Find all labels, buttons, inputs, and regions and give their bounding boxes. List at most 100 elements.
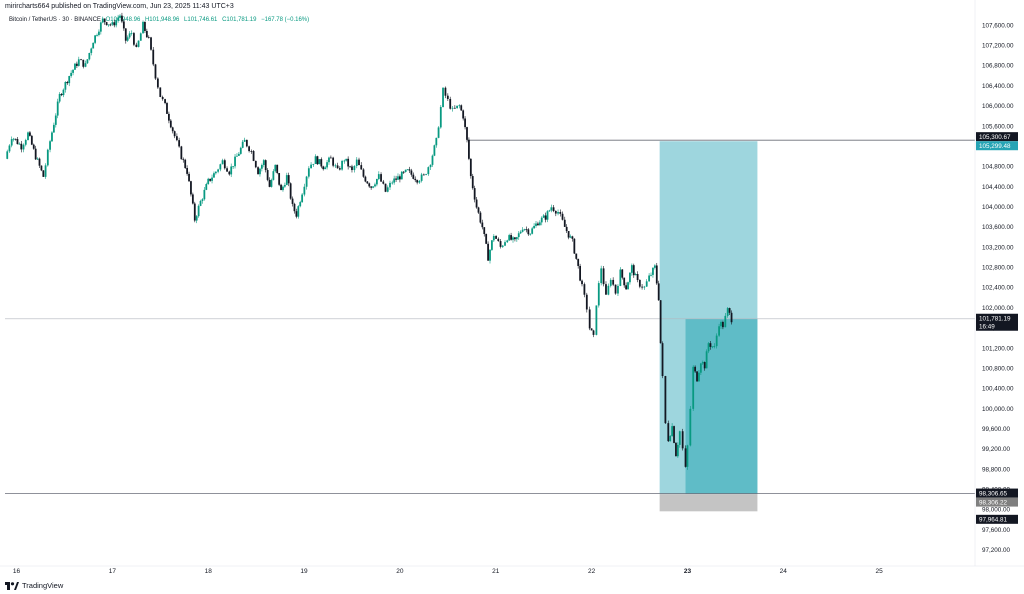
- candle-body: [74, 63, 76, 70]
- candle-body: [458, 105, 461, 107]
- candle-body: [58, 94, 61, 102]
- time-tick-label: 22: [588, 568, 596, 575]
- candle-body: [88, 52, 91, 60]
- candle-body: [82, 59, 85, 67]
- candle-body: [554, 211, 557, 214]
- candle-body: [334, 165, 337, 167]
- candle-body: [477, 207, 480, 213]
- candle-body: [481, 222, 484, 228]
- candle-body: [544, 215, 547, 220]
- candle-body: [343, 160, 346, 162]
- candle-body: [156, 78, 159, 88]
- candle-body: [169, 120, 172, 128]
- candle-body: [416, 180, 419, 183]
- candle-body: [655, 265, 658, 284]
- candle-body: [696, 371, 698, 382]
- candle-body: [650, 274, 652, 276]
- candle-body: [285, 175, 288, 185]
- candle-body: [130, 33, 133, 34]
- candle-body: [561, 213, 564, 220]
- candle-body: [575, 253, 578, 259]
- candle-body: [384, 183, 387, 192]
- candle-body: [184, 159, 187, 169]
- candle-body: [661, 343, 664, 377]
- footer-brand[interactable]: TradingView: [5, 581, 63, 590]
- candle-body: [226, 168, 228, 172]
- candle-body: [585, 294, 588, 310]
- candle-body: [94, 35, 96, 43]
- time-tick-label: 18: [205, 568, 213, 575]
- candle-body: [652, 267, 654, 275]
- candle-body: [527, 229, 530, 235]
- candle-body: [197, 205, 200, 217]
- candle-body: [293, 203, 296, 212]
- candle-body: [52, 124, 55, 133]
- candle-body: [145, 30, 148, 38]
- candle-body: [681, 431, 684, 449]
- candle-body: [62, 89, 65, 96]
- candle-body: [602, 268, 605, 285]
- price-tick-label: 102,000.00: [982, 305, 1014, 312]
- candle-body: [479, 212, 482, 223]
- candle-body: [92, 42, 95, 49]
- candle-body: [115, 20, 118, 26]
- candle-body: [190, 181, 192, 195]
- candle-body: [175, 136, 178, 141]
- candle-body: [77, 59, 80, 66]
- candle-body: [203, 189, 206, 200]
- candle-body: [44, 165, 47, 177]
- candle-body: [588, 309, 591, 329]
- candle-body: [728, 308, 731, 313]
- candle-body: [597, 283, 600, 306]
- candle-body: [497, 238, 500, 242]
- price-label-target: 105,299.48: [979, 143, 1011, 150]
- candle-body: [239, 147, 242, 154]
- candle-body: [20, 143, 23, 150]
- candle-body: [10, 139, 13, 146]
- candle-body: [297, 206, 300, 217]
- price-tick-label: 104,800.00: [982, 164, 1014, 171]
- candle-body: [684, 448, 687, 467]
- candle-body: [446, 95, 449, 99]
- candle-body: [595, 305, 598, 335]
- candle-body: [667, 423, 670, 442]
- candle-body: [86, 59, 89, 64]
- candle-body: [173, 131, 176, 137]
- candle-body: [659, 300, 662, 344]
- candle-body: [326, 162, 328, 168]
- candle-body: [70, 72, 73, 77]
- candle-body: [166, 103, 168, 114]
- price-label-stop-bg: [976, 514, 1018, 524]
- candle-body: [219, 164, 222, 170]
- candle-body: [495, 236, 497, 239]
- candle-body: [199, 200, 202, 206]
- candle-body: [410, 170, 413, 175]
- candle-body: [573, 238, 576, 254]
- candle-body: [557, 211, 559, 214]
- candle-body: [133, 33, 135, 45]
- candle-body: [283, 184, 286, 187]
- candle-body: [223, 160, 226, 169]
- candle-body: [408, 169, 411, 171]
- time-tick-label: 25: [876, 568, 884, 575]
- candle-body: [329, 157, 332, 159]
- price-tick-label: 107,600.00: [982, 22, 1014, 29]
- candle-body: [540, 217, 543, 223]
- candle-body: [80, 59, 82, 61]
- candle-body: [139, 33, 142, 41]
- candle-body: [30, 135, 33, 145]
- candle-body: [99, 22, 102, 32]
- time-tick-label: 23: [684, 568, 692, 575]
- price-label-entry: 98,306.65: [979, 490, 1008, 497]
- candle-body: [636, 274, 639, 280]
- candle-body: [439, 106, 442, 128]
- price-tick-label: 106,000.00: [982, 103, 1014, 110]
- candle-body: [400, 171, 403, 180]
- candle-body: [451, 107, 454, 109]
- candle-body: [128, 33, 131, 38]
- symbol-info-line: Bitcoin / TetherUS · 30 · BINANCE O101,9…: [9, 17, 312, 23]
- candle-body: [168, 113, 170, 121]
- candle-body: [262, 160, 265, 166]
- candle-body: [380, 174, 382, 182]
